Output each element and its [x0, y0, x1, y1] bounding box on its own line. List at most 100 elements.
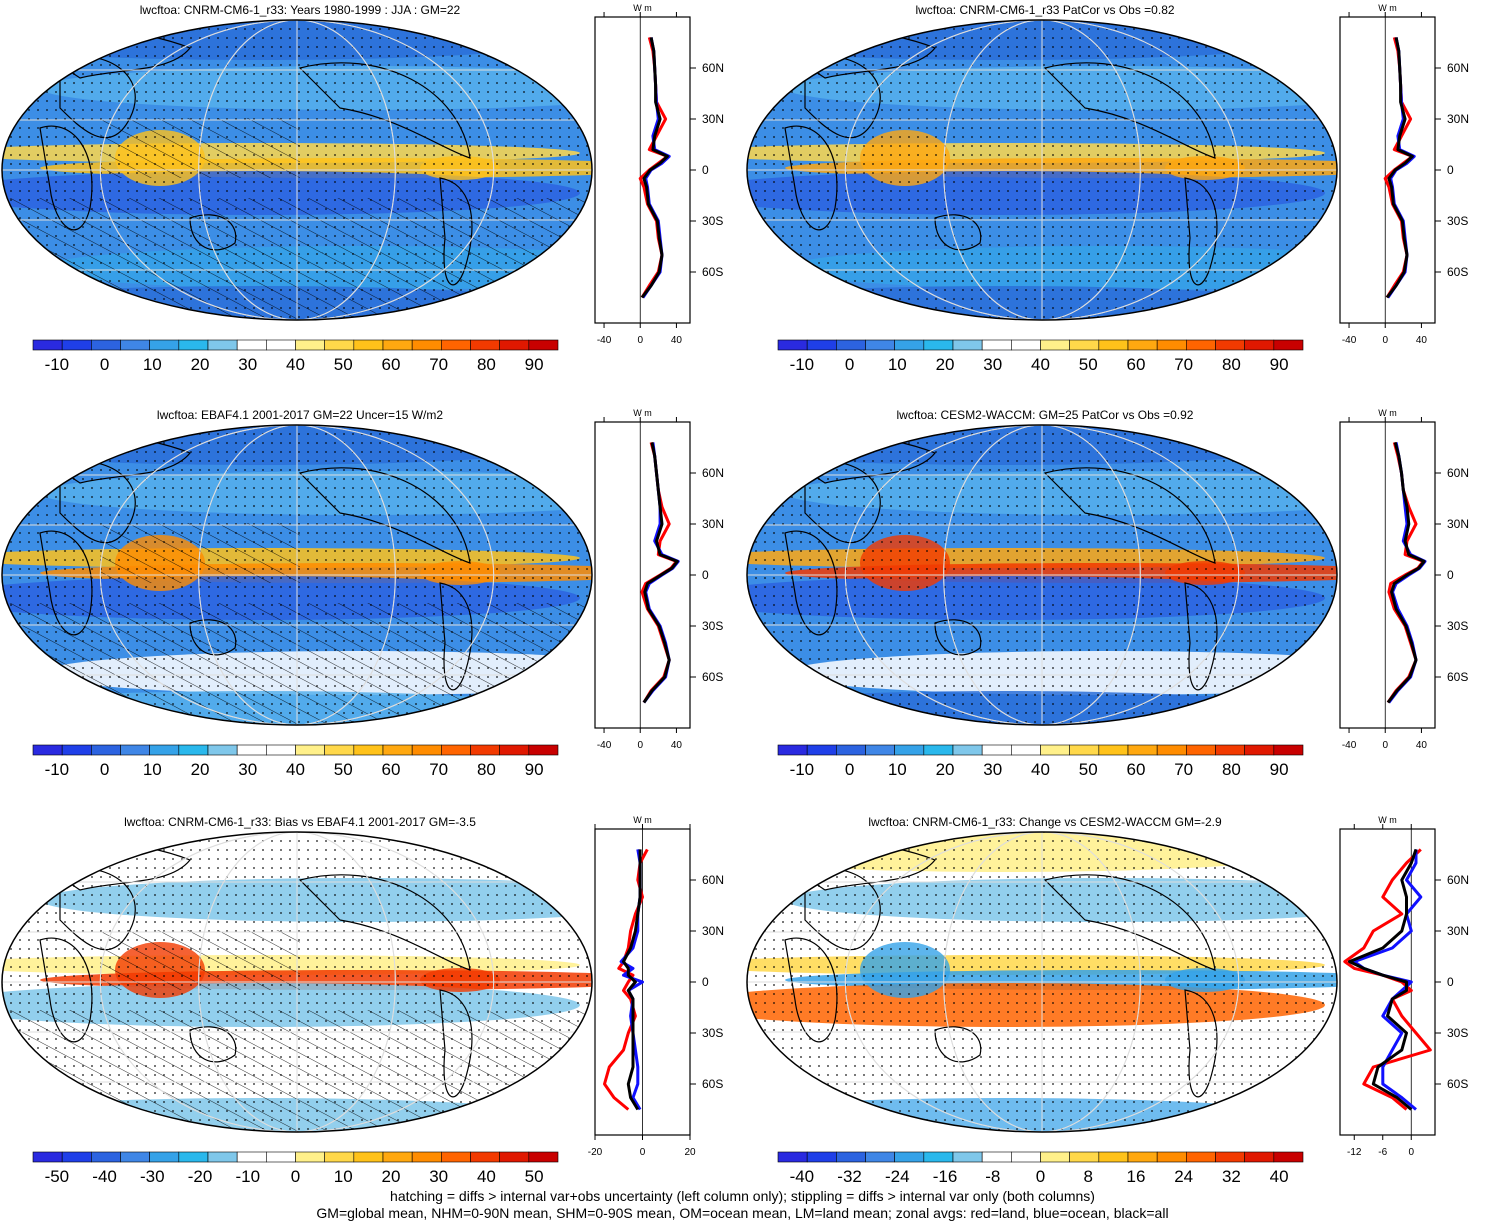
- colorbar-swatch: [1098, 1151, 1129, 1163]
- colorbar: -10 0 10 20 30 40 50 60 70 80 90: [777, 744, 1304, 779]
- profile-unit-label: W m: [633, 815, 652, 825]
- zonal-profile: W m -40 0 40 60N 30N 0 30S 60S: [594, 408, 724, 751]
- colorbar-swatch: [470, 339, 500, 351]
- colorbar-tick-label: 50: [1079, 760, 1098, 779]
- colorbar-tick-label: 0: [291, 1167, 300, 1186]
- colorbar-swatch: [981, 1151, 1012, 1163]
- coastline: [39, 125, 93, 231]
- colorbar-swatch: [207, 1151, 238, 1163]
- colorbar-tick-label: 30: [238, 355, 257, 374]
- colorbar-swatch: [894, 744, 925, 756]
- profile-line-all: [1385, 37, 1414, 299]
- colorbar-swatch: [499, 1151, 530, 1163]
- profile-xtick-label: 40: [671, 335, 683, 346]
- colorbar-swatch: [324, 1151, 355, 1163]
- profile-unit-label: W m: [1378, 408, 1397, 418]
- colorbar-tick-label: 0: [100, 760, 109, 779]
- profile-lat-label: 60N: [1447, 873, 1469, 887]
- zonal-profile: W m -20 0 20 60N 30N 0 30S 60S: [588, 815, 724, 1158]
- colorbar-swatch: [382, 744, 413, 756]
- colorbar-swatch: [1040, 744, 1070, 756]
- profile-line-land: [1343, 848, 1432, 1111]
- colorbar-swatch: [236, 1151, 267, 1163]
- graticule: [747, 832, 1337, 1132]
- colorbar-swatch: [1273, 744, 1304, 756]
- profile-lat-label: 30N: [1447, 112, 1469, 126]
- colorbar-tick-label: 70: [429, 355, 448, 374]
- colorbar-tick-label: -40: [92, 1167, 117, 1186]
- colorbar-swatch: [120, 339, 150, 351]
- colorbar-swatch: [324, 339, 355, 351]
- profile-xtick-label: 0: [1382, 335, 1388, 346]
- colorbar-swatch: [32, 1151, 63, 1163]
- colorbar-swatch: [1244, 1151, 1275, 1163]
- profile-xtick-label: 0: [640, 1147, 646, 1158]
- profile-xtick-label: 0: [1408, 1147, 1414, 1158]
- panel-bias: lwcftoa: CNRM-CM6-1_r33: Bias vs EBAF4.1…: [0, 812, 740, 1192]
- profile-xtick-label: 0: [637, 335, 643, 346]
- colorbar-swatch: [178, 744, 209, 756]
- colorbar-swatch: [91, 339, 121, 351]
- graticule-meridian: [943, 20, 1141, 320]
- colorbar-swatch: [865, 339, 895, 351]
- colorbar-swatch: [499, 339, 530, 351]
- colorbar-tick-label: 90: [1270, 760, 1289, 779]
- profile-xtick-label: -40: [1342, 335, 1357, 346]
- profile-xtick-label: 40: [1416, 740, 1428, 751]
- profile-lat-label: 30S: [702, 214, 723, 228]
- colorbar-swatch: [295, 1151, 325, 1163]
- profile-lat-label: 60S: [702, 265, 723, 279]
- colorbar-tick-label: 0: [845, 355, 854, 374]
- profile-lat-label: 60N: [1447, 61, 1469, 75]
- coastline: [439, 989, 473, 1098]
- colorbar-swatch: [952, 1151, 983, 1163]
- colorbar-swatch: [1069, 339, 1100, 351]
- coastline: [189, 214, 237, 251]
- colorbar-swatch: [236, 339, 267, 351]
- colorbar-swatch: [981, 744, 1012, 756]
- colorbar-tick-label: 10: [143, 355, 162, 374]
- graticule-meridian: [198, 832, 396, 1132]
- graticule-meridian: [99, 425, 495, 725]
- colorbar-swatch: [1011, 339, 1041, 351]
- colorbar-swatch: [295, 744, 325, 756]
- map-field: [747, 832, 1337, 1132]
- map-border: [746, 424, 1338, 726]
- profile-lat-label: 60S: [1447, 670, 1468, 684]
- colorbar-tick-label: -10: [790, 355, 815, 374]
- coastline: [1184, 177, 1218, 286]
- colorbar-swatch: [441, 339, 471, 351]
- profile-lat-label: 60N: [702, 873, 724, 887]
- colorbar-swatch: [1098, 339, 1129, 351]
- world-map: [746, 424, 1338, 726]
- colorbar-swatch: [266, 339, 296, 351]
- colorbar-tick-label: -10: [790, 760, 815, 779]
- colorbar-tick-label: 60: [1126, 760, 1145, 779]
- colorbar-tick-label: 40: [286, 760, 305, 779]
- colorbar-tick-label: -32: [837, 1167, 862, 1186]
- profile-lat-label: 30S: [702, 619, 723, 633]
- graticule-meridian: [844, 425, 1240, 725]
- colorbar-swatch: [1186, 339, 1216, 351]
- colorbar-swatch: [1186, 744, 1216, 756]
- graticule-meridian: [844, 832, 1240, 1132]
- colorbar-swatch: [1040, 339, 1070, 351]
- coastline: [189, 1026, 237, 1063]
- map-field: [2, 20, 592, 320]
- colorbar-tick-label: 50: [334, 760, 353, 779]
- profile-unit-label: W m: [1378, 3, 1397, 13]
- colorbar-swatch: [266, 1151, 296, 1163]
- colorbar-swatch: [353, 339, 384, 351]
- coastline: [298, 62, 471, 159]
- colorbar-tick-label: 32: [1222, 1167, 1241, 1186]
- profile-lat-label: 0: [702, 568, 709, 582]
- colorbar-swatch: [32, 339, 63, 351]
- profile-xtick-label: -40: [597, 335, 612, 346]
- profile-lat-label: 60S: [1447, 265, 1468, 279]
- profile-line-land: [1386, 442, 1425, 704]
- coastline: [934, 214, 982, 251]
- colorbar-swatch: [149, 744, 180, 756]
- coastline: [298, 467, 471, 564]
- profile-frame: [1339, 421, 1436, 729]
- panel-title: lwcftoa: CNRM-CM6-1_r33 PatCor vs Obs =0…: [915, 3, 1175, 17]
